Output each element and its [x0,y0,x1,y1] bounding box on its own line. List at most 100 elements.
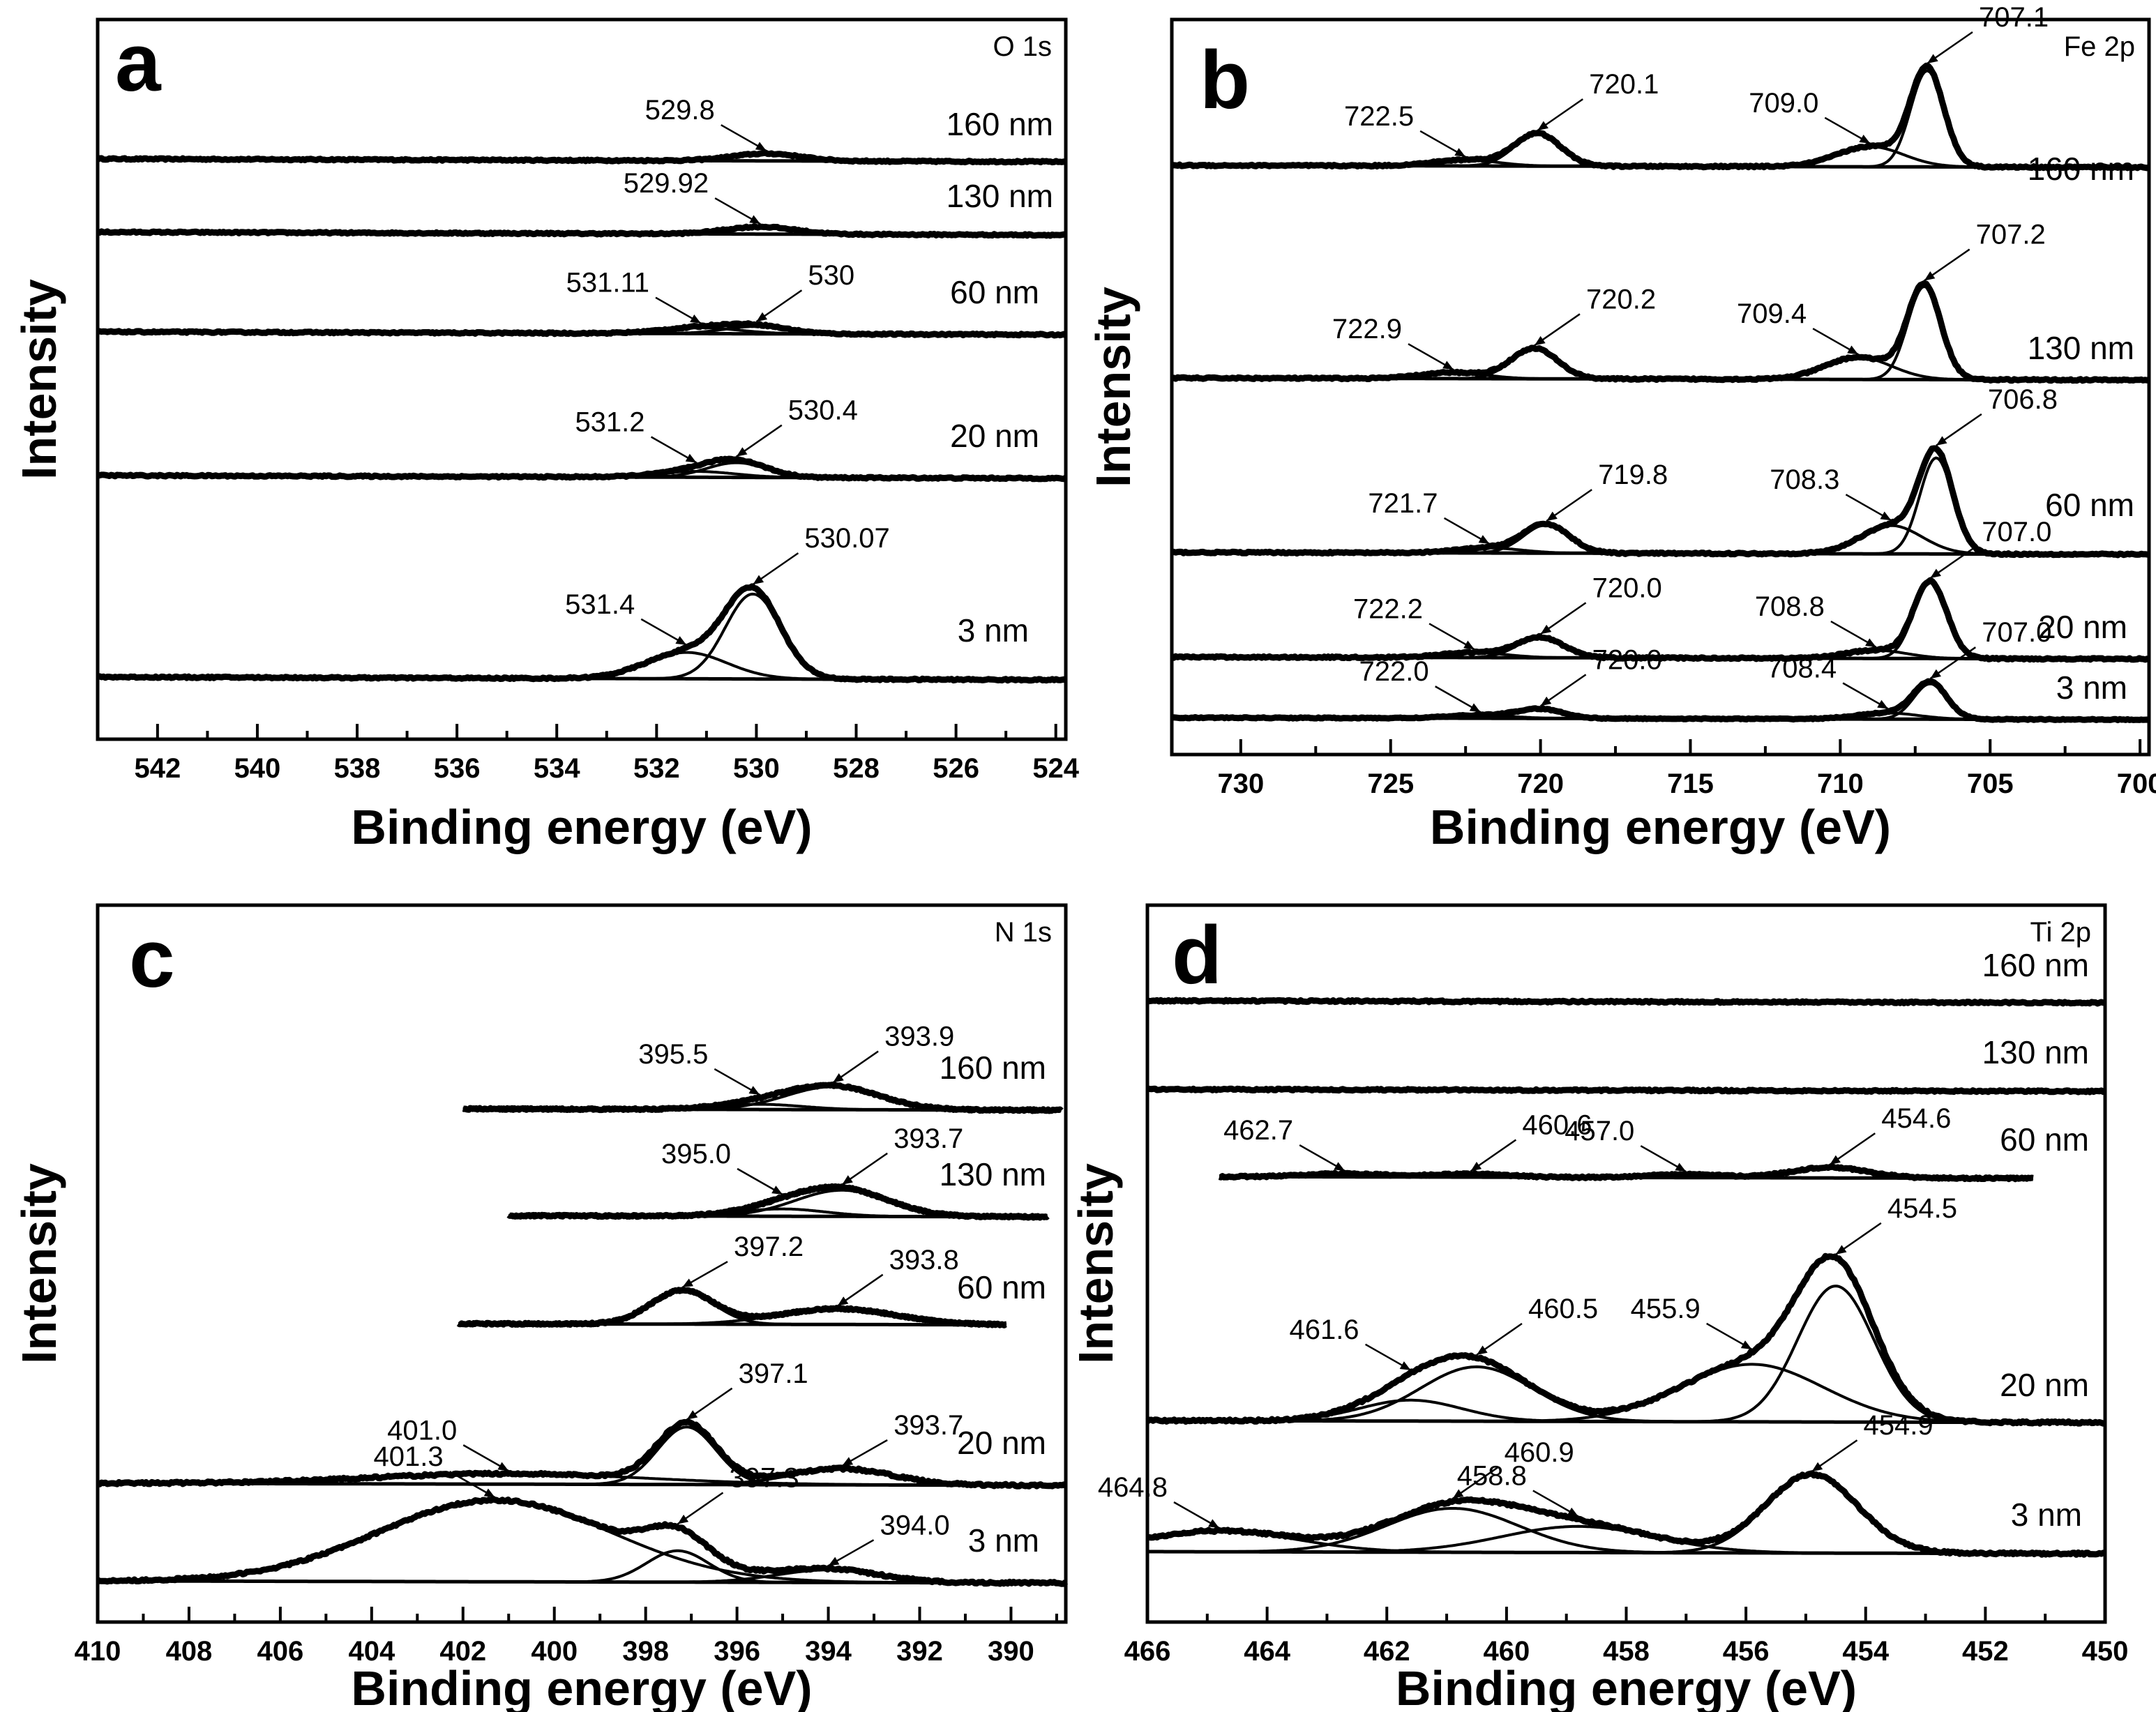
y-axis-label: Intensity [1069,1163,1123,1364]
panel-c: c N 1s 410 408 406 404 402 400 398 396 394 392 390 Bi… [12,903,1069,1712]
thickness-label: 3 nm [958,612,1029,649]
arrow-head [677,1514,689,1524]
spectrum-envelope [96,1418,1068,1490]
peak-label: 393.7 [894,1410,963,1441]
peak-label: 709.0 [1749,88,1818,119]
series-160-nm: 160 nm 395.5 393.9 [461,1022,1064,1114]
arrow-head [1830,1155,1841,1165]
arrow-head [1930,568,1941,579]
spectrum-envelope [1170,678,2150,724]
thickness-label: 160 nm [1982,947,2089,983]
x-tick-label: 458 [1603,1636,1650,1667]
spectrum-envelope [1217,1163,2035,1183]
arrow-head [1334,1162,1345,1172]
x-tick-label: 725 [1367,768,1414,799]
x-tick-label: 720 [1517,768,1564,799]
series-20-nm: 20 nm 531.2 530.4 [96,395,1068,483]
x-tick-label: 404 [348,1636,395,1667]
thickness-label: 60 nm [950,274,1039,310]
thickness-label: 20 nm [957,1425,1046,1461]
arrow-head [755,142,767,151]
arrow-head [1740,1340,1752,1349]
series-160-nm: 160 nm 722.5 720.1 709.0 707.1 [1170,2,2150,187]
core-level-tag: N 1s [995,917,1052,948]
arrow-head [1835,1245,1847,1255]
peak-label: 457.0 [1565,1116,1634,1146]
x-tick-label: 534 [534,753,580,784]
peak-label: 397.2 [734,1232,804,1262]
x-axis-label: Binding energy (eV) [351,800,812,854]
spectrum-envelope [1145,1252,2106,1427]
plot-frame [96,17,1068,741]
arrow-head [1537,121,1548,131]
peak-label: 461.6 [1289,1315,1359,1345]
peak-label: 462.7 [1223,1115,1293,1146]
thickness-label: 20 nm [2000,1367,2089,1403]
series-20-nm: 20 nm 401.0 397.1 393.7 [96,1358,1068,1490]
series-60-nm: 60 nm 397.2 393.8 [456,1232,1046,1328]
arrow-head [1675,1162,1687,1172]
series-130-nm: 130 nm 722.9 720.2 709.4 707.2 [1170,220,2150,384]
x-tick-label: 530 [733,753,780,784]
core-level-tag: Ti 2p [2030,917,2091,948]
arrow-head [749,215,761,225]
x-tick-label: 392 [896,1636,943,1667]
arrow-head [1442,361,1454,370]
arrow-head [1847,345,1859,355]
x-tick-label: 406 [257,1636,304,1667]
arrow-head [1930,669,1941,679]
spectrum-envelope [1146,1470,2106,1558]
arrow-head [756,312,768,322]
x-axis-label: Binding energy (eV) [1396,1661,1857,1712]
x-tick-label: 398 [622,1636,669,1667]
thickness-label: 3 nm [2011,1497,2082,1533]
x-tick-label: 705 [1967,768,2014,799]
arrow-head [1927,54,1938,63]
x-tick-label: 390 [988,1636,1034,1667]
panel-letter: b [1200,34,1250,126]
x-tick-label: 402 [439,1636,486,1667]
x-tick-label: 524 [1032,753,1079,784]
arrow-head [1811,1462,1823,1472]
arrow-head [1399,1361,1411,1370]
arrow-head [1877,699,1889,709]
peak-label: 722.0 [1359,656,1429,687]
spectrum-envelope [1170,62,2150,172]
x-tick-label: 452 [1962,1636,2009,1667]
panel-letter: c [129,913,175,1005]
fit-component [1147,1285,2105,1424]
arrow-head [483,1488,495,1498]
arrow-head [1208,1519,1219,1529]
arrow-head [748,1086,760,1095]
y-axis-label: Intensity [1086,287,1140,487]
spectrum-envelope [1170,280,2150,384]
arrow-head [1476,1345,1488,1356]
peak-label: 401.0 [387,1415,457,1446]
arrow-head [497,1462,509,1471]
peak-label: 395.5 [638,1039,708,1070]
fit-component [1172,69,2149,169]
peak-label: 722.5 [1344,101,1414,132]
thickness-label: 160 nm [940,1050,1046,1086]
peak-label: 531.2 [575,407,644,438]
peak-label: 720.2 [1586,284,1656,315]
peak-label: 530.07 [804,523,889,554]
peak-label: 454.5 [1887,1193,1957,1224]
arrow-head [736,447,748,457]
x-tick-label: 542 [134,753,181,784]
fit-component [1147,1363,2105,1424]
spectrum-envelope [456,1287,1009,1328]
peak-label: 454.9 [1864,1410,1933,1441]
arrow-head [1469,703,1481,713]
plot-frame [96,903,1068,1624]
fit-component [1147,1473,2105,1555]
spectrum-envelope [96,223,1067,239]
thickness-label: 60 nm [957,1269,1046,1305]
arrow-head [682,1278,693,1288]
peak-label: 460.5 [1528,1294,1598,1324]
arrow-head [1924,271,1936,281]
series-20-nm: 20 nm 461.6 460.5 455.9 454.5 [1145,1193,2106,1427]
spectrum-envelope [96,455,1068,483]
